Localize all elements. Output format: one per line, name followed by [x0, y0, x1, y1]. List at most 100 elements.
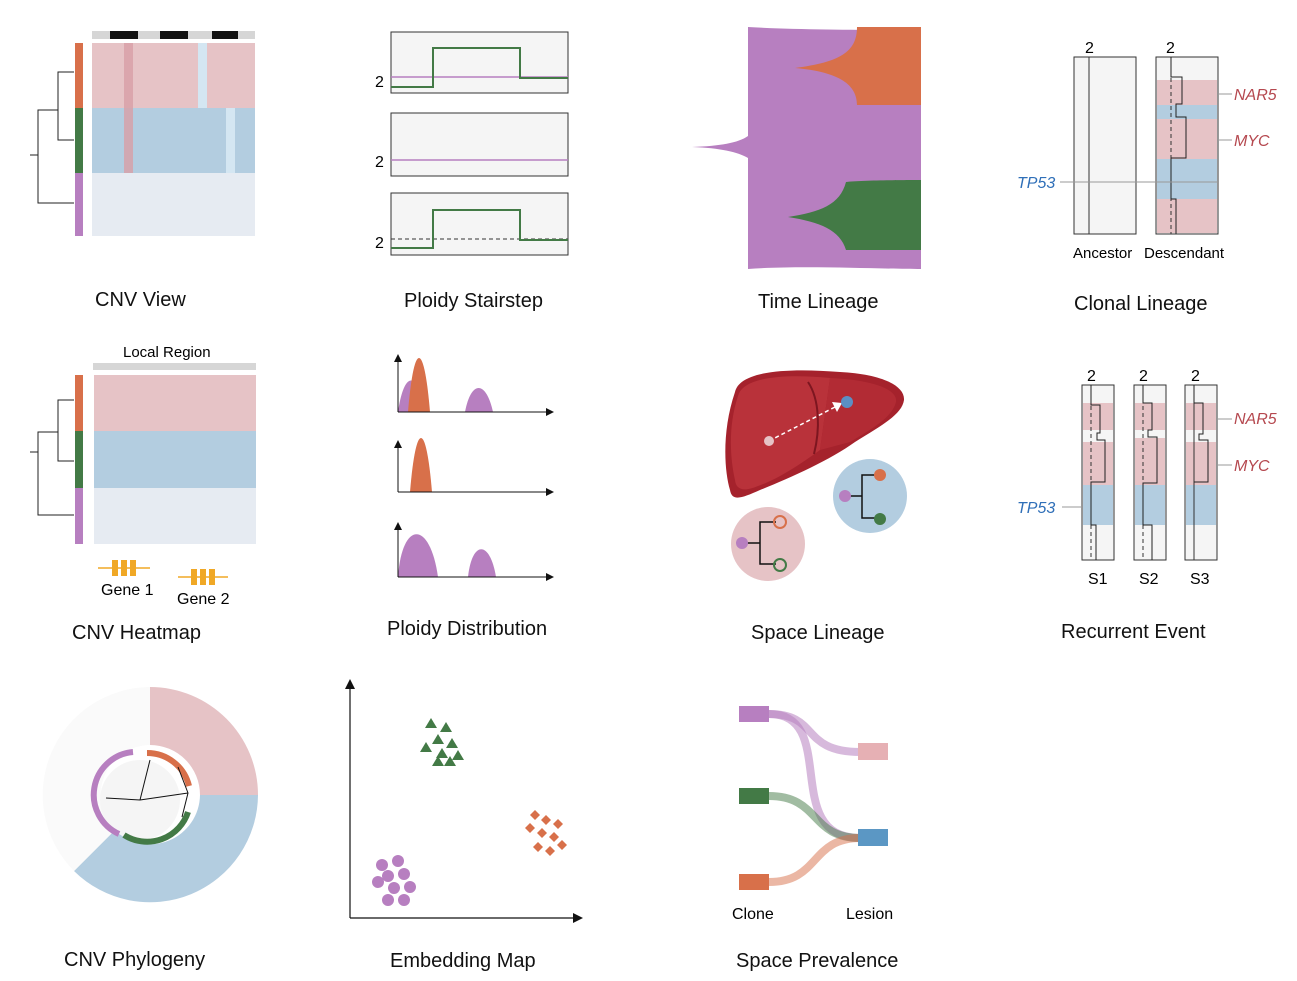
caption-cnv-phylogeny: CNV Phylogeny [64, 949, 206, 971]
axis-arrow [573, 913, 583, 923]
space-lineage-figure [725, 370, 907, 581]
tree-node-purple [839, 490, 851, 502]
copy-number-line [1193, 385, 1209, 483]
gene-label-nar5: NAR5 [1234, 411, 1277, 428]
tree-node-green [773, 558, 787, 572]
cluster-purple [372, 855, 416, 906]
caption-space-prevalence: Space Prevalence [736, 950, 899, 972]
ploidy-tick-label: 2 [1166, 40, 1175, 57]
caption-space-lineage: Space Lineage [751, 622, 885, 644]
lineage-green [788, 180, 921, 250]
cnv-gain-stripe [124, 43, 133, 173]
cnv-view-figure [30, 31, 255, 236]
tree-node-orange [874, 469, 886, 481]
band-pink [1157, 80, 1217, 105]
gene-label-myc: MYC [1234, 133, 1270, 150]
sample-label-s1: S1 [1088, 571, 1108, 588]
clone-arc-orange [146, 749, 192, 787]
origin-site-dot [764, 436, 774, 446]
cnv-heatmap-panel: Local Region Gene 1 Gene 2 CNV Heatmap [0, 330, 280, 650]
band-pink [1083, 442, 1113, 485]
gene2-icon [178, 569, 228, 585]
cnv-loss-stripe [226, 108, 235, 173]
cnv-band-pink [94, 375, 256, 431]
clone-axis-label: Clone [732, 906, 774, 923]
gene-label-myc: MYC [1234, 458, 1270, 475]
site-bubble-blue [833, 459, 907, 533]
cnv-band-gray [94, 488, 256, 544]
distribution-purple [468, 549, 496, 577]
lesion-node-pink [858, 743, 888, 760]
lesion-node-blue [858, 829, 888, 846]
cluster-green [420, 718, 464, 766]
ancestor-track [1073, 56, 1137, 235]
band-pink [1186, 442, 1216, 485]
space-prevalence-figure: Clone Lesion [732, 706, 893, 923]
cnv-band-pink [92, 43, 255, 108]
copy-number-line [1142, 385, 1158, 560]
clonal-lineage-panel: 2 2 NAR5 MYC TP53 Ancestor Descendant Cl… [1000, 0, 1297, 330]
dendrogram [30, 399, 74, 516]
ploidy-tick-label: 2 [1139, 368, 1148, 385]
axis-arrow [546, 408, 554, 416]
descendant-label: Descendant [1144, 245, 1225, 262]
caption-clonal-lineage: Clonal Lineage [1074, 293, 1208, 315]
clone-node-green [739, 788, 769, 804]
cnv-ring-pink [150, 687, 258, 795]
cnv-phylogeny-panel: CNV Phylogeny [0, 660, 280, 981]
stairstep-line [391, 209, 568, 249]
site-tree [742, 521, 776, 565]
axis-arrow [546, 573, 554, 581]
distribution-orange [410, 438, 432, 492]
copy-number-line [1090, 385, 1106, 560]
band-blue [1083, 485, 1113, 525]
band-blue [1135, 485, 1165, 525]
gene1-icon [98, 560, 150, 576]
clone-bar-purple [75, 173, 83, 236]
clone-node-purple [739, 706, 769, 722]
stairstep-track-2 [390, 112, 569, 177]
band-blue [1157, 159, 1217, 199]
flow-orange [768, 834, 861, 886]
distribution-purple [465, 388, 493, 412]
cnv-ring-blue [74, 795, 258, 903]
recurrent-event-figure: 2 S1 2 S2 2 S3 NAR5 MYC TP53 [1017, 368, 1277, 588]
band-pink [1135, 438, 1165, 485]
local-region-bar [93, 363, 256, 370]
site-tree [845, 474, 876, 519]
band-pink [1083, 403, 1113, 430]
axis-arrow [345, 679, 355, 689]
tree-node-purple [736, 537, 748, 549]
band-blue [1186, 485, 1216, 525]
dendrogram [30, 71, 74, 204]
axis-arrow [394, 522, 402, 530]
cnv-phylogeny-figure [42, 687, 258, 903]
ploidy-tick-label: 2 [1191, 368, 1200, 385]
ploidy-tick-label: 2 [375, 235, 384, 252]
gene-label-nar5: NAR5 [1234, 87, 1277, 104]
clone-bar-orange [75, 375, 83, 431]
caption-ploidy-distribution: Ploidy Distribution [387, 618, 548, 640]
local-region-label: Local Region [123, 344, 211, 361]
embedding-map-figure [345, 679, 583, 923]
stairstep-track-1 [390, 31, 569, 94]
time-lineage-figure [692, 27, 921, 269]
ancestor-label: Ancestor [1073, 245, 1132, 262]
caption-time-lineage: Time Lineage [758, 291, 879, 313]
caption-ploidy-stairstep: Ploidy Stairstep [404, 290, 543, 312]
band-pink [1135, 403, 1165, 430]
band-blue [1157, 105, 1217, 119]
migration-arrow [768, 405, 838, 442]
cluster-orange [525, 810, 567, 856]
cnv-heatmap-figure: Local Region Gene 1 Gene 2 [30, 344, 256, 608]
ploidy-tick-label: 2 [375, 154, 384, 171]
space-prevalence-panel: Clone Lesion Space Prevalence [680, 660, 960, 981]
ploidy-tick-label: 2 [1087, 368, 1096, 385]
lineage-orange [795, 27, 921, 105]
stairstep-track-3 [390, 192, 569, 256]
gene1-label: Gene 1 [101, 582, 154, 599]
tree-node-green [874, 513, 886, 525]
space-lineage-panel: Space Lineage [680, 330, 940, 650]
ploidy-stairstep-panel: 2 2 2 Ploidy Stairstep [360, 0, 600, 320]
ploidy-distribution-panel: Ploidy Distribution [360, 330, 600, 650]
